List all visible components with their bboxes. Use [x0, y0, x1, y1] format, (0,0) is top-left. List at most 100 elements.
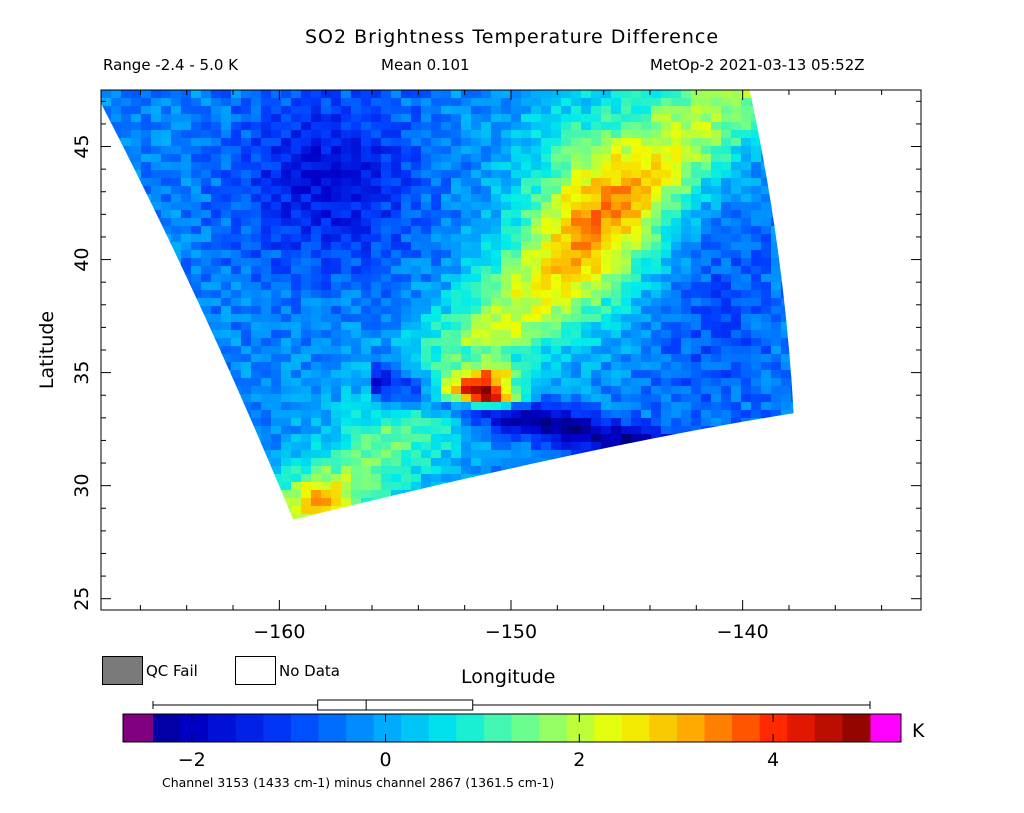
heatmap-cell — [821, 530, 832, 539]
heatmap-cell — [401, 186, 412, 195]
heatmap-cell — [271, 522, 282, 531]
heatmap-cell — [451, 394, 462, 403]
heatmap-cell — [551, 178, 562, 187]
heatmap-cell — [201, 122, 212, 131]
heatmap-cell — [101, 354, 112, 363]
heatmap-cell — [701, 514, 712, 520]
heatmap-cell — [371, 218, 382, 227]
heatmap-cell — [131, 362, 142, 371]
heatmap-cell — [311, 314, 322, 323]
heatmap-cell — [521, 242, 532, 251]
heatmap-cell — [371, 514, 382, 520]
heatmap-cell — [371, 122, 382, 131]
heatmap-cell — [211, 162, 222, 171]
satellite-time-text: MetOp-2 2021-03-13 05:52Z — [650, 56, 865, 74]
heatmap-cell — [491, 186, 502, 195]
heatmap-cell — [751, 458, 762, 467]
heatmap-cell — [391, 330, 402, 339]
heatmap-cell — [211, 234, 222, 243]
heatmap-cell — [751, 418, 762, 427]
heatmap-cell — [811, 226, 822, 235]
heatmap-cell — [631, 330, 642, 339]
heatmap-cell — [541, 322, 552, 331]
heatmap-cell — [611, 106, 622, 115]
heatmap-cell — [521, 418, 532, 427]
heatmap-cell — [801, 202, 812, 211]
heatmap-cell — [461, 434, 472, 443]
heatmap-cell — [121, 266, 132, 275]
heatmap-cell — [621, 226, 632, 235]
heatmap-cell — [621, 290, 632, 299]
heatmap-cell — [801, 466, 812, 475]
heatmap-cell — [301, 338, 312, 347]
heatmap-cell — [141, 458, 152, 467]
heatmap-cell — [731, 122, 742, 131]
heatmap-cell — [531, 138, 542, 147]
heatmap-cell — [281, 386, 292, 395]
heatmap-cell — [371, 442, 382, 451]
heatmap-cell — [631, 490, 642, 499]
heatmap-cell — [321, 466, 332, 475]
heatmap-cell — [271, 154, 282, 163]
heatmap-cell — [321, 442, 332, 451]
heatmap-cell — [401, 346, 412, 355]
heatmap-cell — [101, 186, 112, 195]
heatmap-cell — [371, 242, 382, 251]
heatmap-cell — [631, 234, 642, 243]
heatmap-cell — [121, 378, 132, 387]
heatmap-cell — [221, 290, 232, 299]
heatmap-cell — [251, 122, 262, 131]
heatmap-cell — [641, 514, 652, 520]
heatmap-cell — [451, 354, 462, 363]
heatmap-cell — [181, 338, 192, 347]
heatmap-cell — [741, 186, 752, 195]
heatmap-cell — [101, 362, 112, 371]
heatmap-cell — [671, 498, 682, 507]
heatmap-cell — [681, 522, 692, 531]
heatmap-cell — [771, 338, 782, 347]
heatmap-cell — [381, 530, 392, 539]
heatmap-cell — [241, 402, 252, 411]
heatmap-cell — [171, 194, 182, 203]
heatmap-cell — [131, 418, 142, 427]
heatmap-cell — [641, 130, 652, 139]
heatmap-cell — [401, 306, 412, 315]
heatmap-cell — [711, 474, 722, 483]
heatmap-cell — [131, 306, 142, 315]
heatmap-cell — [611, 322, 622, 331]
heatmap-cell — [741, 90, 752, 99]
heatmap-cell — [631, 394, 642, 403]
heatmap-cell — [671, 98, 682, 107]
heatmap-cell — [751, 338, 762, 347]
heatmap-cell — [621, 378, 632, 387]
heatmap-cell — [481, 250, 492, 259]
heatmap-cell — [221, 410, 232, 419]
heatmap-cell — [691, 474, 702, 483]
heatmap-cell — [291, 522, 302, 531]
heatmap-cell — [741, 538, 752, 547]
heatmap-cell — [251, 282, 262, 291]
heatmap-cell — [421, 410, 432, 419]
heatmap-cell — [351, 194, 362, 203]
heatmap-cell — [311, 138, 322, 147]
heatmap-cell — [181, 330, 192, 339]
heatmap-cell — [401, 162, 412, 171]
heatmap-cell — [661, 114, 672, 123]
heatmap-cell — [441, 194, 452, 203]
heatmap-cell — [651, 218, 662, 227]
heatmap-cell — [661, 338, 672, 347]
heatmap-cell — [131, 370, 142, 379]
heatmap-cell — [451, 330, 462, 339]
heatmap-cell — [691, 170, 702, 179]
heatmap-cell — [321, 298, 332, 307]
heatmap-cell — [521, 250, 532, 259]
heatmap-cell — [221, 482, 232, 491]
heatmap-cell — [281, 234, 292, 243]
heatmap-cell — [241, 410, 252, 419]
heatmap-cell — [651, 354, 662, 363]
heatmap-cell — [631, 90, 642, 99]
heatmap-cell — [351, 274, 362, 283]
heatmap-cell — [351, 458, 362, 467]
heatmap-cell — [421, 530, 432, 539]
heatmap-cell — [291, 354, 302, 363]
